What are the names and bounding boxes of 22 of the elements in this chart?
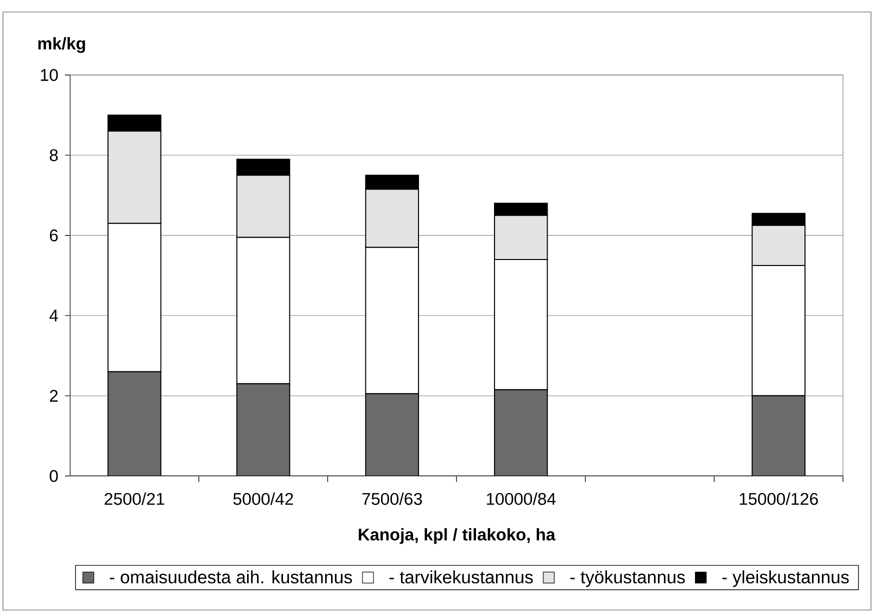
y-tick-label: 2 — [50, 390, 58, 402]
y-tick-label: 8 — [50, 149, 58, 162]
x-tick-label: 5000/42 — [233, 492, 293, 505]
y-tick-label: 6 — [50, 229, 58, 242]
bar — [366, 394, 418, 476]
y-tick-label: 0 — [50, 470, 58, 482]
legend-label: - tarvikekustannus — [390, 570, 533, 584]
legend-label: - työkustannus — [570, 570, 685, 587]
y-tick-label: 10 — [40, 68, 58, 81]
x-tick-label: 10000/84 — [486, 492, 556, 505]
bar — [752, 395, 806, 476]
y-axis-title: mk/kg — [38, 37, 86, 53]
legend-label: - omaisuudesta aih. kustannus — [110, 570, 352, 584]
bar — [108, 372, 161, 476]
x-tick-label: 2500/21 — [104, 492, 164, 505]
x-axis-title: Kanoja, kpl / tilakoko, ha — [358, 528, 556, 544]
bar — [236, 384, 290, 476]
bar — [494, 390, 548, 476]
legend-label: - yleiskustannus — [722, 570, 849, 587]
y-tick-label: 4 — [49, 310, 58, 322]
x-tick-label: 7500/63 — [362, 492, 422, 505]
x-tick-label: 15000/126 — [740, 492, 818, 505]
